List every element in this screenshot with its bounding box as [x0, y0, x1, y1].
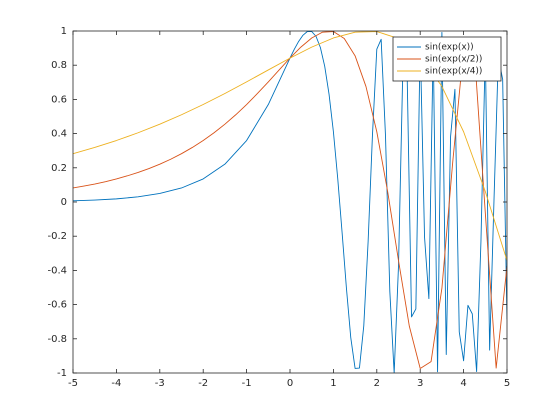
y-tick-label: -0.8 — [47, 334, 67, 345]
legend-label: sin(exp(x)) — [425, 43, 474, 53]
y-tick-label: 0 — [61, 197, 67, 208]
x-tick-label: -4 — [111, 378, 121, 389]
y-tick-label: 0.6 — [51, 94, 67, 105]
y-tick-label: 0.8 — [51, 60, 67, 71]
y-tick-label: -0.4 — [47, 265, 67, 276]
x-tick-label: -3 — [155, 378, 165, 389]
x-tick-label: -5 — [68, 378, 78, 389]
y-tick-label: 0.4 — [51, 129, 67, 140]
x-tick-label: 3 — [417, 378, 423, 389]
y-tick-label: -0.2 — [47, 231, 67, 242]
x-tick-label: -2 — [198, 378, 208, 389]
x-tick-label: 5 — [504, 378, 510, 389]
legend: sin(exp(x)) sin(exp(x/2)) sin(exp(x/4)) — [392, 36, 502, 82]
y-tick-label: 0.2 — [51, 163, 67, 174]
plot-area — [73, 31, 507, 373]
y-tick-label: 1 — [61, 26, 67, 37]
x-tick-label: 2 — [374, 378, 380, 389]
x-tick-label: 4 — [460, 378, 466, 389]
legend-label: sin(exp(x/4)) — [425, 67, 482, 77]
x-tick-label: 1 — [330, 378, 336, 389]
y-tick-label: -0.6 — [47, 300, 67, 311]
legend-label: sin(exp(x/2)) — [425, 55, 482, 65]
x-tick-label: -1 — [242, 378, 252, 389]
x-tick-label: 0 — [287, 378, 293, 389]
y-tick-label: -1 — [57, 368, 67, 379]
